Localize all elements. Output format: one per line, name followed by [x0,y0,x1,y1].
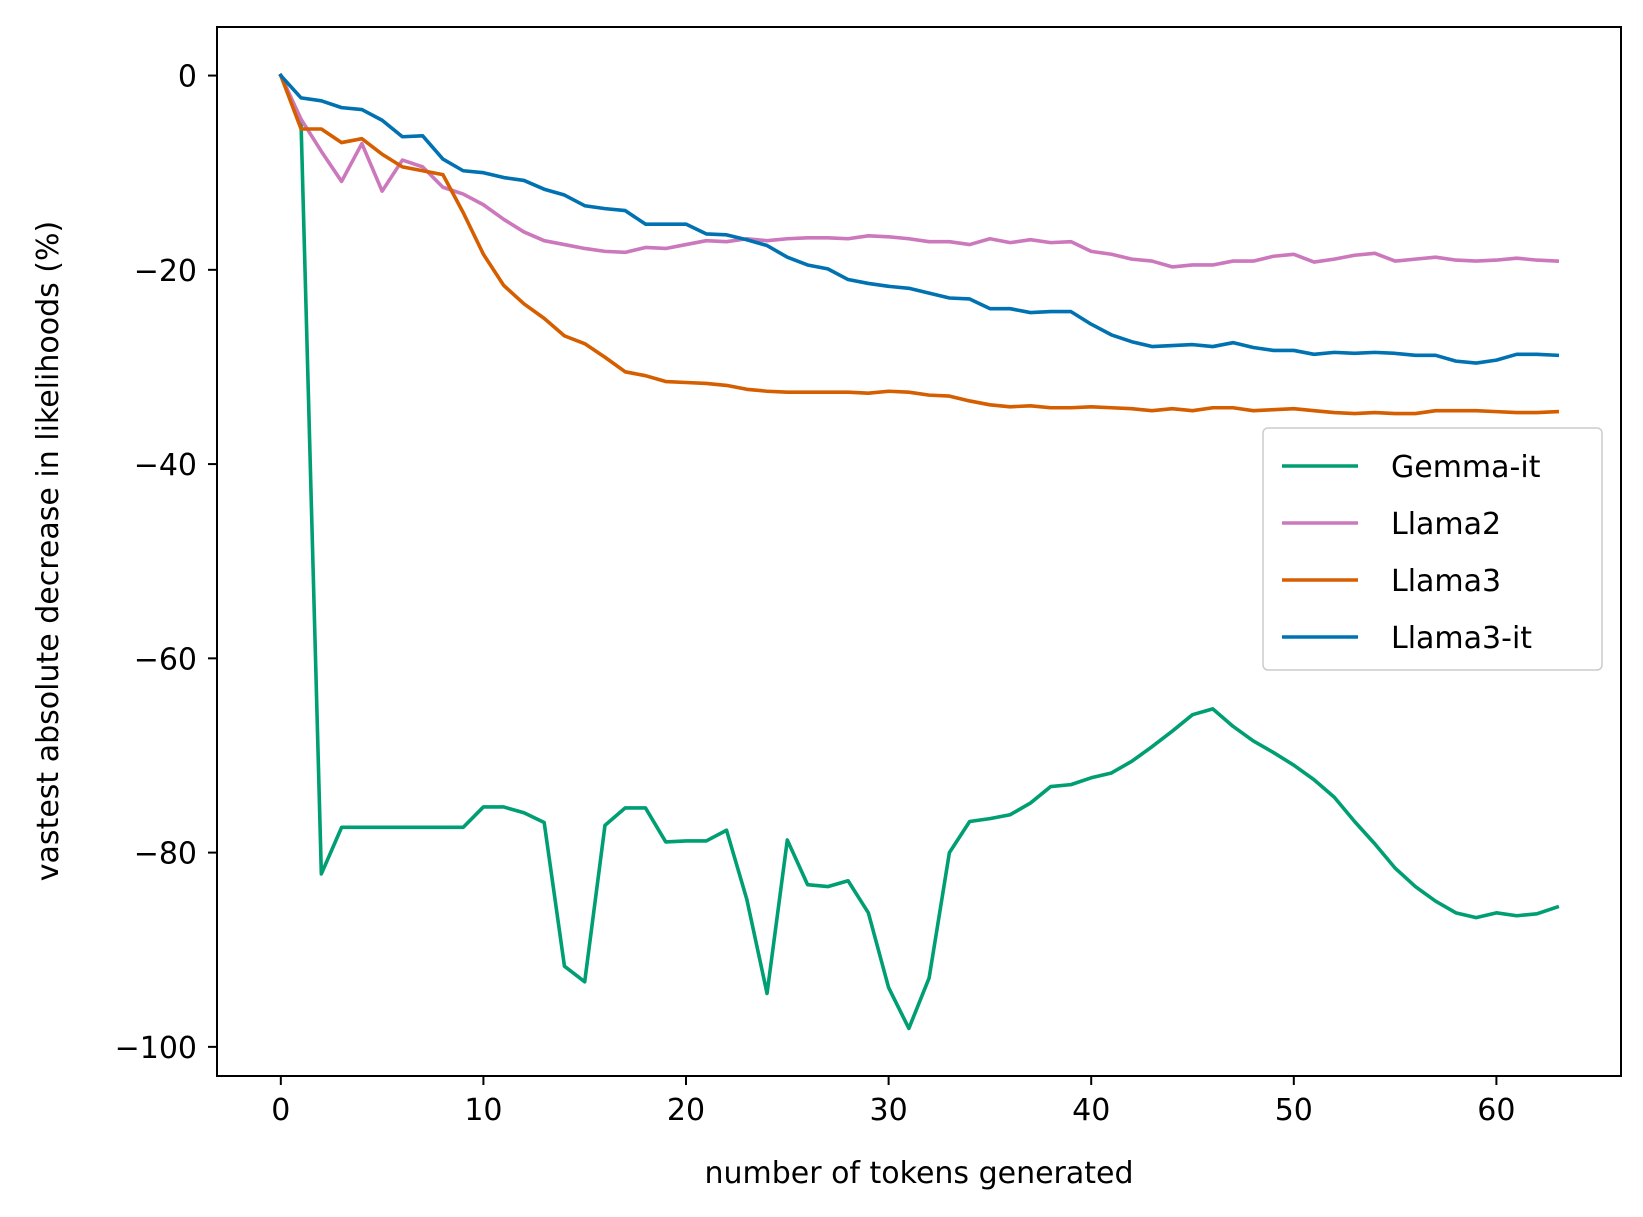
plot-frame [216,26,1622,1077]
x-tick-label: 50 [1275,1093,1313,1128]
legend-entries: Gemma-it Llama2 Llama3 Llama3-it [1282,450,1541,656]
legend-label-gemma-it: Gemma-it [1391,450,1541,485]
y-tick-label: 0 [178,60,197,95]
legend: Gemma-it Llama2 Llama3 Llama3-it [1262,427,1603,671]
y-tick-label: −100 [115,1031,197,1066]
legend-label-llama3: Llama3 [1391,564,1501,599]
y-axis-ticks: 0 −20 −40 −60 −80 −100 [115,60,217,1066]
x-tick-label: 30 [870,1093,908,1128]
series-line-llama3 [278,73,1560,416]
legend-label-llama2: Llama2 [1391,507,1501,542]
y-tick-label: −40 [134,448,197,483]
x-tick-label: 0 [271,1093,290,1128]
y-tick-label: −80 [134,837,197,872]
legend-frame [1262,427,1603,671]
y-axis-label: vastest absolute decrease in likelihoods… [31,221,66,881]
series-layer [278,73,1560,1031]
x-tick-label: 10 [464,1093,502,1128]
x-tick-label: 40 [1072,1093,1110,1128]
x-tick-label: 60 [1477,1093,1515,1128]
series-line-llama3-it [278,73,1560,365]
legend-label-llama3-it: Llama3-it [1391,621,1532,656]
y-tick-label: −60 [134,642,197,677]
x-axis-label: number of tokens generated [704,1156,1133,1191]
y-tick-label: −20 [134,254,197,289]
series-line-llama2 [278,73,1560,269]
x-tick-label: 20 [667,1093,705,1128]
x-axis-ticks: 0 10 20 30 40 50 60 [271,1076,1515,1128]
series-line-gemma-it [278,73,1560,1031]
